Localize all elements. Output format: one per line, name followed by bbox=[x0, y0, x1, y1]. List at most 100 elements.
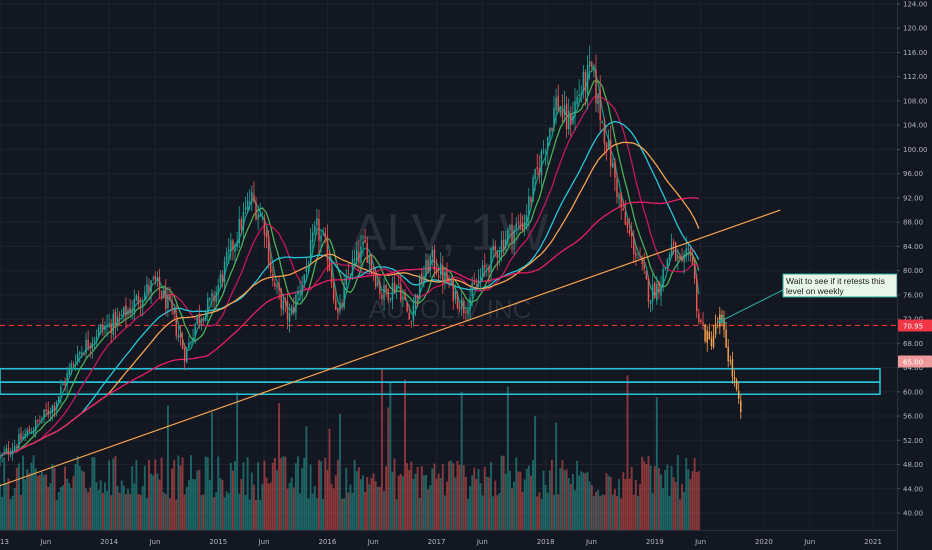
volume-bar bbox=[51, 464, 54, 530]
volume-bar bbox=[150, 473, 153, 530]
candle-body bbox=[49, 413, 52, 415]
candle-body bbox=[681, 256, 683, 262]
candle-body bbox=[643, 262, 645, 270]
candle-body bbox=[670, 244, 673, 257]
volume-bar bbox=[353, 459, 356, 530]
volume-bar bbox=[668, 496, 671, 530]
candle-body bbox=[404, 295, 406, 301]
candle-body bbox=[370, 254, 373, 269]
support-zones[interactable] bbox=[0, 368, 881, 395]
annotation[interactable]: Wait to see if it retests this level on … bbox=[717, 273, 898, 324]
volume-bar bbox=[80, 470, 83, 530]
volume-bar bbox=[689, 479, 692, 530]
volume-bar bbox=[101, 492, 104, 530]
volume-bar bbox=[127, 488, 129, 530]
candle-body bbox=[463, 300, 465, 314]
volume-bar bbox=[647, 456, 650, 530]
candle-body bbox=[320, 235, 322, 242]
candle-body bbox=[22, 436, 24, 439]
candle-body bbox=[421, 273, 423, 284]
candle-body bbox=[492, 245, 494, 251]
trendline[interactable] bbox=[0, 209, 781, 487]
candle-body bbox=[400, 284, 402, 301]
candle-body bbox=[265, 232, 268, 238]
volume-bar bbox=[190, 455, 192, 530]
volume-bar bbox=[420, 466, 423, 530]
candle-body bbox=[217, 285, 219, 295]
candle-body bbox=[188, 342, 190, 349]
candle-body bbox=[565, 103, 568, 130]
candle-body bbox=[454, 291, 457, 300]
volume-bar bbox=[89, 487, 92, 530]
x-tick-label: 2014 bbox=[100, 538, 118, 546]
volume-bar bbox=[5, 483, 8, 530]
candle-body bbox=[267, 235, 270, 264]
volume-bar bbox=[227, 493, 230, 530]
candle-body bbox=[727, 346, 729, 362]
volume-bar bbox=[330, 483, 333, 530]
volume-bar bbox=[586, 471, 589, 530]
volume-bar bbox=[200, 495, 203, 530]
volume-bar bbox=[47, 487, 50, 530]
volume-bar bbox=[315, 498, 318, 530]
support-zone[interactable] bbox=[0, 381, 881, 395]
candle-body bbox=[505, 238, 507, 248]
candle-body bbox=[553, 107, 555, 127]
volume-bar bbox=[681, 483, 683, 530]
candle-body bbox=[672, 241, 675, 245]
volume-bar bbox=[429, 485, 432, 530]
volume-bar bbox=[519, 471, 522, 530]
volume-bar bbox=[72, 475, 75, 530]
candle-body bbox=[374, 273, 377, 287]
volume-bar bbox=[131, 466, 134, 530]
volume-bar bbox=[435, 478, 438, 530]
volume-bar bbox=[57, 491, 60, 530]
volume-bar bbox=[305, 426, 308, 530]
candle-body bbox=[710, 338, 713, 346]
watermark-company: AUTOLIV INC bbox=[369, 294, 532, 324]
candle-body bbox=[112, 313, 115, 335]
volume-bar bbox=[248, 499, 251, 530]
x-tick-label: 2015 bbox=[209, 538, 227, 546]
candle-body bbox=[675, 242, 677, 262]
volume-bar bbox=[464, 476, 467, 530]
candle-body bbox=[328, 259, 331, 271]
volume-bar bbox=[211, 412, 213, 530]
candle-body bbox=[685, 248, 687, 253]
volume-bar bbox=[523, 479, 526, 530]
y-tick-label: 116.00 bbox=[903, 49, 928, 57]
candle-body bbox=[51, 405, 54, 413]
candle-body bbox=[549, 127, 551, 138]
volume-bar bbox=[595, 491, 597, 530]
volume-bar bbox=[238, 493, 241, 530]
trendline-ascending[interactable] bbox=[0, 209, 781, 487]
candle-body bbox=[274, 282, 276, 287]
candle-body bbox=[599, 90, 601, 121]
candle-body bbox=[150, 280, 152, 293]
candle-body bbox=[158, 276, 161, 290]
candle-body bbox=[723, 318, 725, 330]
candle-body bbox=[169, 294, 171, 300]
x-axis[interactable]: 13 Jun 2014 Jun 2015 Jun 2016 Jun 2017 Jun 2018 Jun… bbox=[0, 530, 897, 547]
volume-bar bbox=[664, 470, 667, 530]
candle-body bbox=[345, 275, 347, 285]
candle-body bbox=[740, 400, 742, 413]
candle-body bbox=[542, 150, 545, 152]
candle-body bbox=[248, 202, 251, 204]
volume-bars bbox=[0, 368, 700, 530]
candle-body bbox=[416, 295, 419, 298]
volume-bar bbox=[525, 468, 528, 530]
candle-body bbox=[349, 274, 352, 276]
candle-body bbox=[114, 311, 117, 329]
y-tick-label: 64.00 bbox=[903, 364, 923, 372]
candle-body bbox=[215, 291, 217, 302]
candle-body bbox=[146, 283, 148, 293]
annotation-arrow[interactable] bbox=[718, 289, 784, 323]
moving-average-line bbox=[0, 197, 699, 457]
volume-bar bbox=[462, 465, 465, 530]
candle-body bbox=[81, 352, 83, 355]
volume-bar bbox=[99, 480, 102, 530]
y-axis[interactable]: 124.00 120.00 116.00 112.00 108.00 104.00 100.… bbox=[897, 0, 928, 550]
